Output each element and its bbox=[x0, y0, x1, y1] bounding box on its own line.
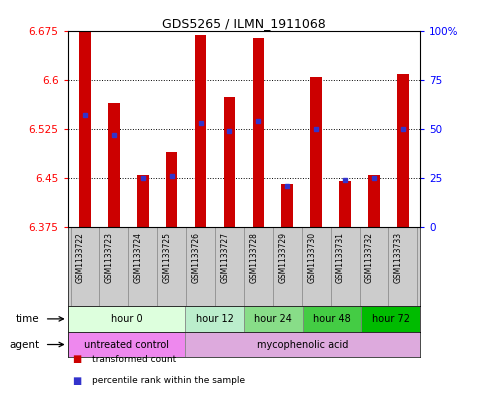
Bar bbox=[253, 38, 264, 227]
Bar bbox=[244, 306, 303, 332]
Text: percentile rank within the sample: percentile rank within the sample bbox=[92, 376, 245, 386]
Text: GSM1133733: GSM1133733 bbox=[394, 232, 403, 283]
Text: hour 72: hour 72 bbox=[372, 314, 410, 324]
Bar bbox=[311, 77, 322, 227]
Text: agent: agent bbox=[9, 340, 40, 349]
Text: ■: ■ bbox=[72, 354, 82, 364]
Bar bbox=[361, 306, 420, 332]
Title: GDS5265 / ILMN_1911068: GDS5265 / ILMN_1911068 bbox=[162, 17, 326, 30]
Bar bbox=[185, 332, 420, 357]
Text: GSM1133723: GSM1133723 bbox=[105, 232, 114, 283]
Bar bbox=[79, 31, 91, 227]
Text: hour 0: hour 0 bbox=[111, 314, 142, 324]
Text: GSM1133732: GSM1133732 bbox=[365, 232, 374, 283]
Bar bbox=[185, 306, 244, 332]
Text: GSM1133728: GSM1133728 bbox=[249, 232, 258, 283]
Text: hour 12: hour 12 bbox=[196, 314, 233, 324]
Text: GSM1133725: GSM1133725 bbox=[163, 232, 171, 283]
Bar bbox=[303, 306, 361, 332]
Bar bbox=[68, 306, 185, 332]
Text: GSM1133722: GSM1133722 bbox=[76, 232, 85, 283]
Bar bbox=[166, 152, 177, 227]
Bar bbox=[108, 103, 120, 227]
Text: untreated control: untreated control bbox=[84, 340, 169, 349]
Bar bbox=[368, 174, 380, 227]
Text: GSM1133727: GSM1133727 bbox=[220, 232, 229, 283]
Text: time: time bbox=[16, 314, 40, 324]
Text: GSM1133731: GSM1133731 bbox=[336, 232, 345, 283]
Text: hour 48: hour 48 bbox=[313, 314, 351, 324]
Text: GSM1133729: GSM1133729 bbox=[278, 232, 287, 283]
Text: mycophenolic acid: mycophenolic acid bbox=[257, 340, 348, 349]
Text: GSM1133730: GSM1133730 bbox=[307, 232, 316, 283]
Bar bbox=[68, 332, 185, 357]
Text: transformed count: transformed count bbox=[92, 355, 176, 364]
Text: GSM1133726: GSM1133726 bbox=[192, 232, 200, 283]
Bar bbox=[339, 181, 351, 227]
Bar bbox=[397, 74, 409, 227]
Text: GSM1133724: GSM1133724 bbox=[134, 232, 143, 283]
Bar bbox=[282, 184, 293, 227]
Bar bbox=[137, 174, 149, 227]
Text: hour 24: hour 24 bbox=[255, 314, 292, 324]
Text: ■: ■ bbox=[72, 376, 82, 386]
Bar bbox=[195, 35, 206, 227]
Bar bbox=[224, 97, 235, 227]
